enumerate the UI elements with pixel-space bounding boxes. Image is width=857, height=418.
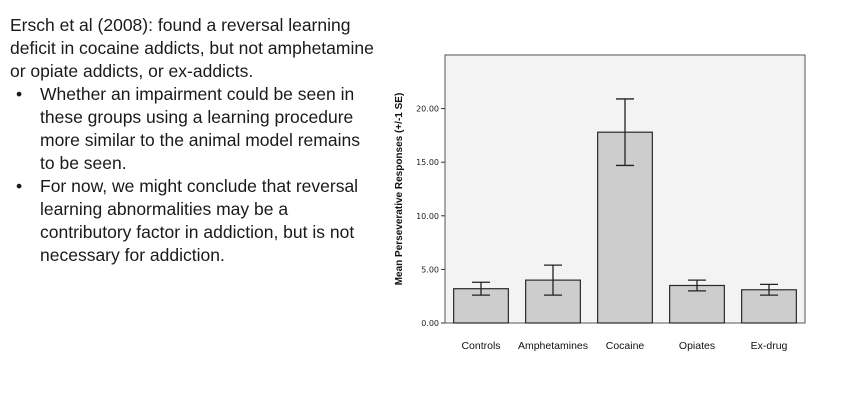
bar-chart: 0.00 5.00 10.00 15.00 20.00 Mean Perseverativ… — [394, 54, 806, 352]
y-tick-label: 0.00 — [421, 319, 439, 328]
y-tick-label: 20.00 — [416, 105, 439, 114]
y-tick-label: 15.00 — [416, 158, 439, 167]
x-category-label: Opiates — [679, 340, 715, 352]
x-category-label: Ex-drug — [751, 340, 788, 352]
bullet-text: For now, we might conclude that reversal… — [40, 176, 359, 265]
bullet-list: • Whether an impairment could be seen in… — [10, 83, 378, 267]
bar — [669, 284, 725, 324]
intro-paragraph: Ersch et al (2008): found a reversal lea… — [10, 15, 374, 81]
x-category-label: Controls — [461, 340, 500, 352]
y-axis-title: Mean Perseverative Responses (+/-1 SE) — [394, 93, 405, 286]
y-tick-label: 5.00 — [421, 265, 439, 274]
bullet-marker: • — [16, 176, 23, 196]
x-category-label: Cocaine — [606, 340, 645, 352]
bullet-text: Whether an impairment could be seen in t… — [40, 84, 360, 173]
bullet-item: • Whether an impairment could be seen in… — [10, 83, 378, 175]
x-category-label: Amphetamines — [518, 340, 588, 352]
slide-text: Ersch et al (2008): found a reversal lea… — [10, 14, 378, 267]
y-tick-label: 10.00 — [416, 212, 439, 221]
bullet-marker: • — [16, 84, 23, 104]
bar — [453, 288, 509, 324]
bullet-item: • For now, we might conclude that revers… — [10, 175, 378, 267]
